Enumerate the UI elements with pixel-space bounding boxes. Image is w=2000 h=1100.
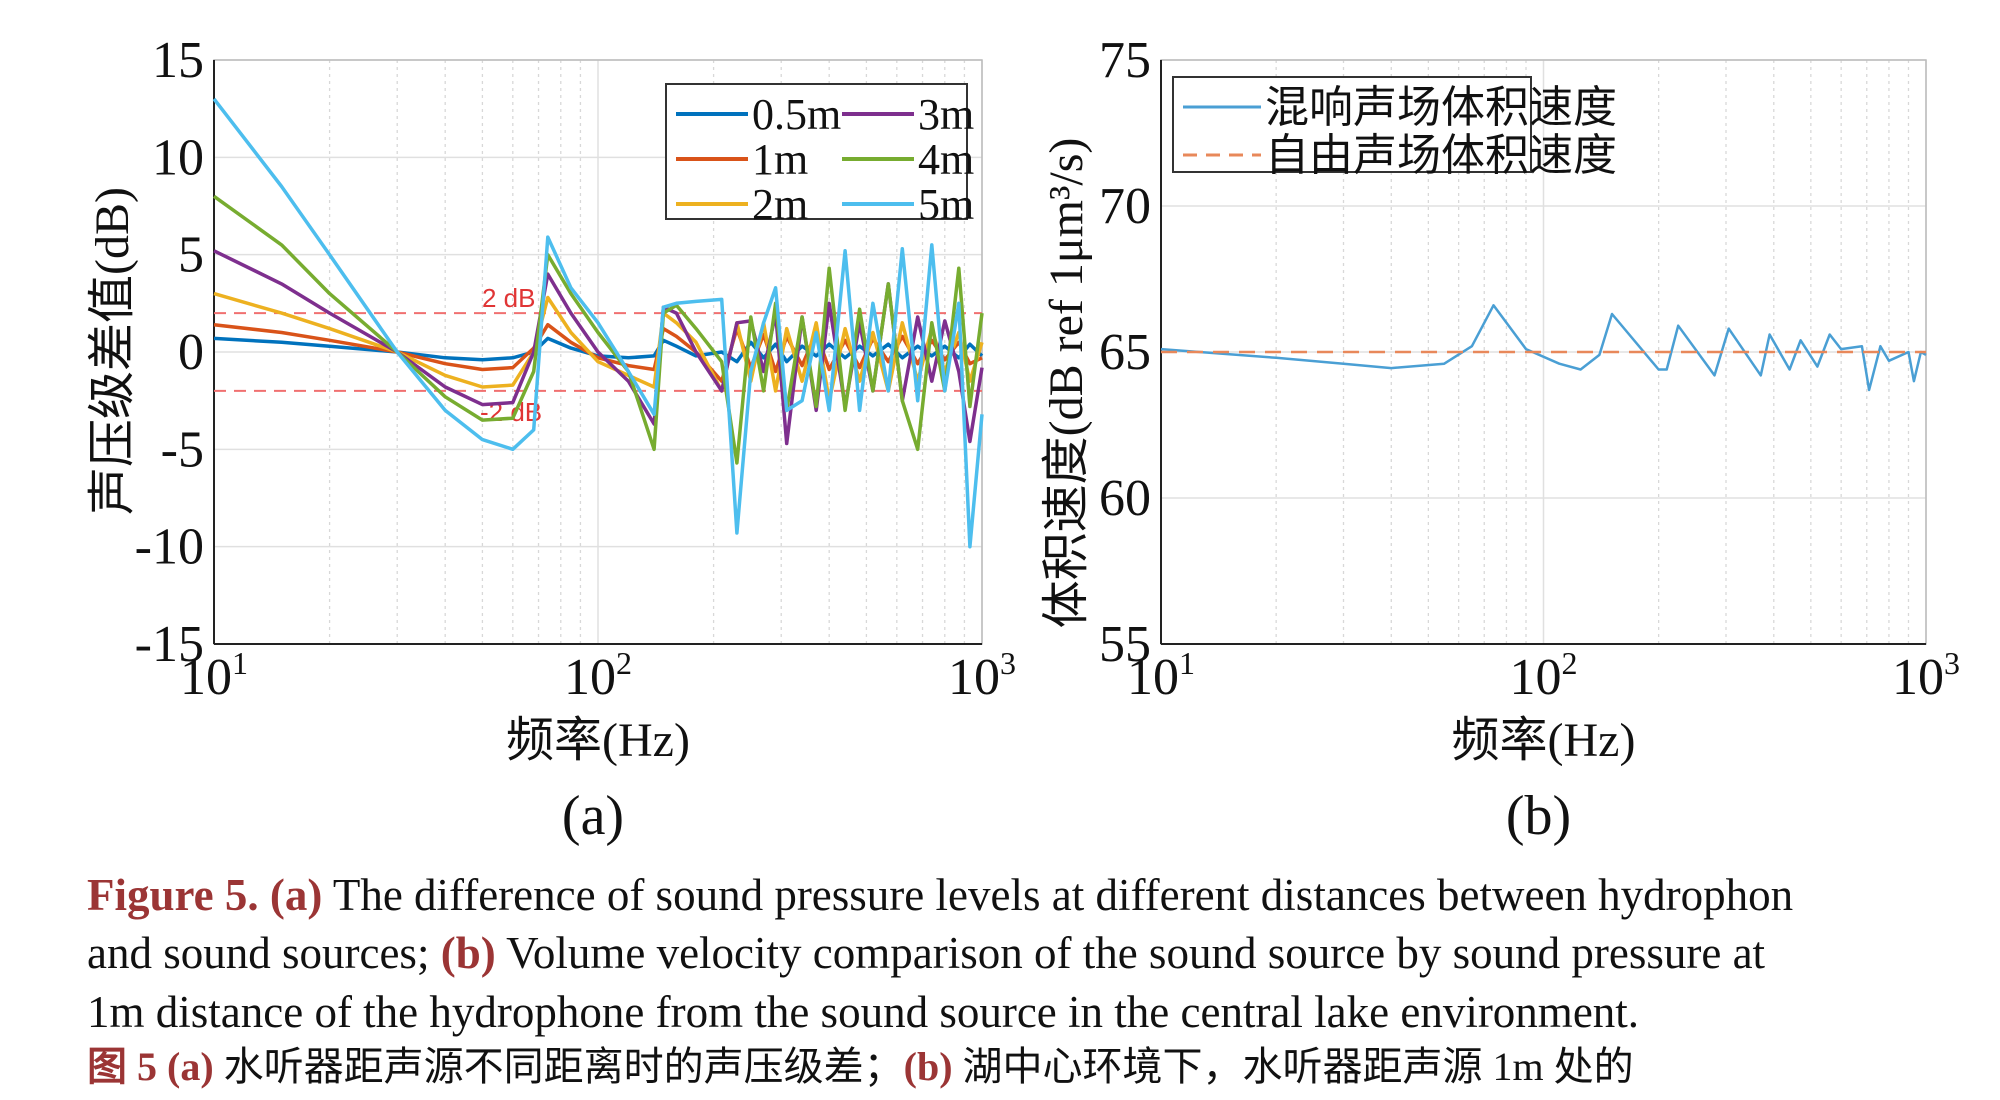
series-line-4m	[212, 194, 984, 465]
legend-box	[665, 83, 968, 220]
x-tick-exponent: 3	[1944, 645, 1960, 681]
x-axis-label: 频率(Hz)	[506, 714, 690, 767]
reference-line-label: 2 dB	[482, 283, 536, 313]
y-tick-label: 55	[1099, 616, 1151, 673]
y-axis-label: 声压级差值(dB)	[86, 187, 139, 515]
x-tick-exponent: 1	[1179, 645, 1195, 681]
x-tick-label: 102	[1510, 645, 1578, 706]
caption-b-text: Volume velocity comparison of the sound …	[495, 928, 1766, 978]
series-line-2m	[213, 291, 984, 403]
x-tick-base: 10	[180, 649, 232, 706]
panel-label: (a)	[562, 785, 624, 847]
caption-line-1: Figure 5. (a) The difference of sound pr…	[87, 866, 2000, 924]
series-line-3m	[213, 249, 984, 446]
y-tick-label: 75	[1099, 32, 1151, 89]
caption-line-3: 1m distance of the hydrophone from the s…	[87, 983, 2000, 1041]
x-axis-label: 频率(Hz)	[1452, 714, 1636, 767]
legend-label: 1m	[752, 135, 808, 184]
caption-zh-label: 图 5	[87, 1044, 157, 1089]
x-tick-base: 10	[1127, 649, 1179, 706]
y-tick-label: -15	[135, 616, 204, 673]
caption-a-label: (a)	[269, 870, 323, 920]
x-tick-label: 101	[1127, 645, 1195, 706]
x-tick-base: 10	[948, 649, 1000, 706]
y-tick-label: 10	[152, 129, 204, 186]
x-tick-base: 10	[1892, 649, 1944, 706]
caption-zh-b-text: 湖中心环境下，水听器距声源 1m 处的	[952, 1044, 1634, 1089]
x-tick-label: 101	[180, 645, 248, 706]
caption-zh-b-label: (b)	[903, 1044, 953, 1089]
caption-line2-pre: and sound sources;	[87, 928, 441, 978]
caption-b-label: (b)	[440, 928, 496, 978]
caption-line3-text: 1m distance of the hydrophone from the s…	[87, 987, 1640, 1037]
y-tick-label: 5	[178, 227, 204, 284]
legend-label: 3m	[918, 90, 974, 139]
y-tick-label: -10	[135, 519, 204, 576]
legend-label: 4m	[918, 135, 974, 184]
x-tick-exponent: 2	[616, 645, 632, 681]
legend-label: 混响声场体积速度	[1265, 83, 1617, 132]
caption-figure-label: Figure 5.	[87, 870, 259, 920]
y-tick-label: 70	[1099, 178, 1151, 235]
caption-line-zh: 图 5 (a) 水听器距声源不同距离时的声压级差；(b) 湖中心环境下，水听器距…	[87, 1038, 2000, 1096]
legend-label: 自由声场体积速度	[1265, 131, 1617, 180]
y-tick-label: 15	[152, 32, 204, 89]
x-tick-label: 103	[1892, 645, 1960, 706]
x-tick-base: 10	[564, 649, 616, 706]
y-tick-label: 0	[178, 324, 204, 381]
legend-label: 0.5m	[752, 90, 841, 139]
caption-a-text: The difference of sound pressure levels …	[322, 870, 1794, 920]
panel-label: (b)	[1506, 785, 1571, 847]
legend-label: 5m	[918, 180, 974, 229]
x-tick-exponent: 2	[1562, 645, 1578, 681]
legend-label: 2m	[752, 180, 808, 229]
x-tick-base: 10	[1510, 649, 1562, 706]
x-tick-exponent: 1	[232, 645, 248, 681]
y-axis-label: 体积速度(dB ref 1μm³/s)	[1040, 138, 1093, 629]
caption-zh-a-label: (a)	[167, 1044, 214, 1089]
caption-zh-a-text: 水听器距声源不同距离时的声压级差；	[213, 1044, 904, 1089]
x-tick-label: 102	[564, 645, 632, 706]
caption-line-2: and sound sources; (b) Volume velocity c…	[87, 924, 2000, 982]
x-tick-label: 103	[948, 645, 1016, 706]
x-tick-exponent: 3	[1000, 645, 1016, 681]
y-tick-label: 65	[1099, 324, 1151, 381]
series-line-5m	[212, 97, 984, 549]
y-tick-label: -5	[161, 421, 204, 478]
y-tick-label: 60	[1099, 470, 1151, 527]
